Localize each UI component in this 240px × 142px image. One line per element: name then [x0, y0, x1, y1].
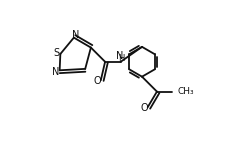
Text: O: O [140, 103, 148, 113]
Text: S: S [53, 48, 59, 58]
Text: N: N [116, 51, 124, 61]
Text: H: H [118, 54, 124, 63]
Text: O: O [93, 76, 101, 86]
Text: N: N [72, 30, 79, 40]
Text: N: N [52, 67, 59, 77]
Text: CH₃: CH₃ [177, 87, 194, 96]
